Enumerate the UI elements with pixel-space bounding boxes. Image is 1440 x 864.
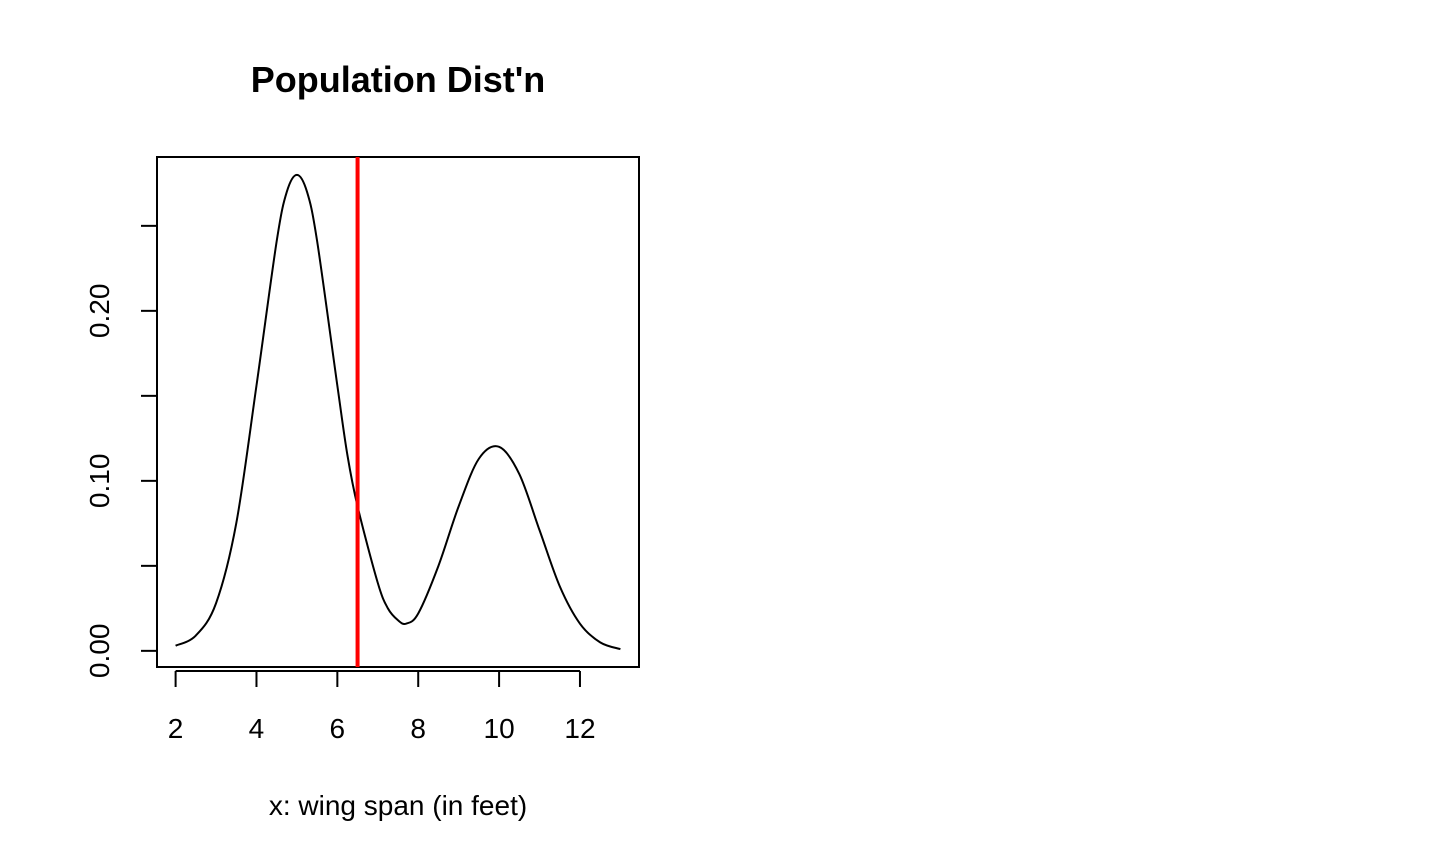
y-tick-label: 0.10 — [84, 454, 115, 509]
x-tick-label: 6 — [330, 713, 346, 744]
x-axis-label: x: wing span (in feet) — [269, 790, 527, 821]
plot-area — [175, 157, 621, 667]
x-tick-label: 4 — [249, 713, 265, 744]
plot-frame — [156, 156, 640, 668]
x-tick-label: 2 — [168, 713, 184, 744]
x-tick-label: 10 — [484, 713, 515, 744]
x-tick-label: 8 — [410, 713, 426, 744]
y-tick-label: 0.00 — [84, 624, 115, 679]
x-tick-label: 12 — [564, 713, 595, 744]
y-tick-label: 0.20 — [84, 284, 115, 339]
x-axis: 2 4 6 8 10 12 — [168, 670, 596, 744]
y-axis: 0.00 0.10 0.20 — [84, 224, 158, 679]
chart-title: Population Dist'n — [251, 59, 546, 100]
density-curve — [175, 173, 621, 651]
